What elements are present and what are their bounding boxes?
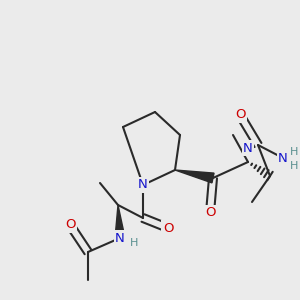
Text: N: N <box>278 152 288 164</box>
Text: N: N <box>115 232 125 244</box>
Text: H: H <box>130 238 138 248</box>
Polygon shape <box>115 205 125 238</box>
Text: N: N <box>138 178 148 191</box>
Text: O: O <box>235 109 245 122</box>
Text: O: O <box>205 206 215 220</box>
Text: N: N <box>243 142 253 154</box>
Text: O: O <box>163 221 173 235</box>
Text: H: H <box>290 147 298 157</box>
Polygon shape <box>175 170 214 183</box>
Text: O: O <box>65 218 75 232</box>
Text: H: H <box>290 161 298 171</box>
